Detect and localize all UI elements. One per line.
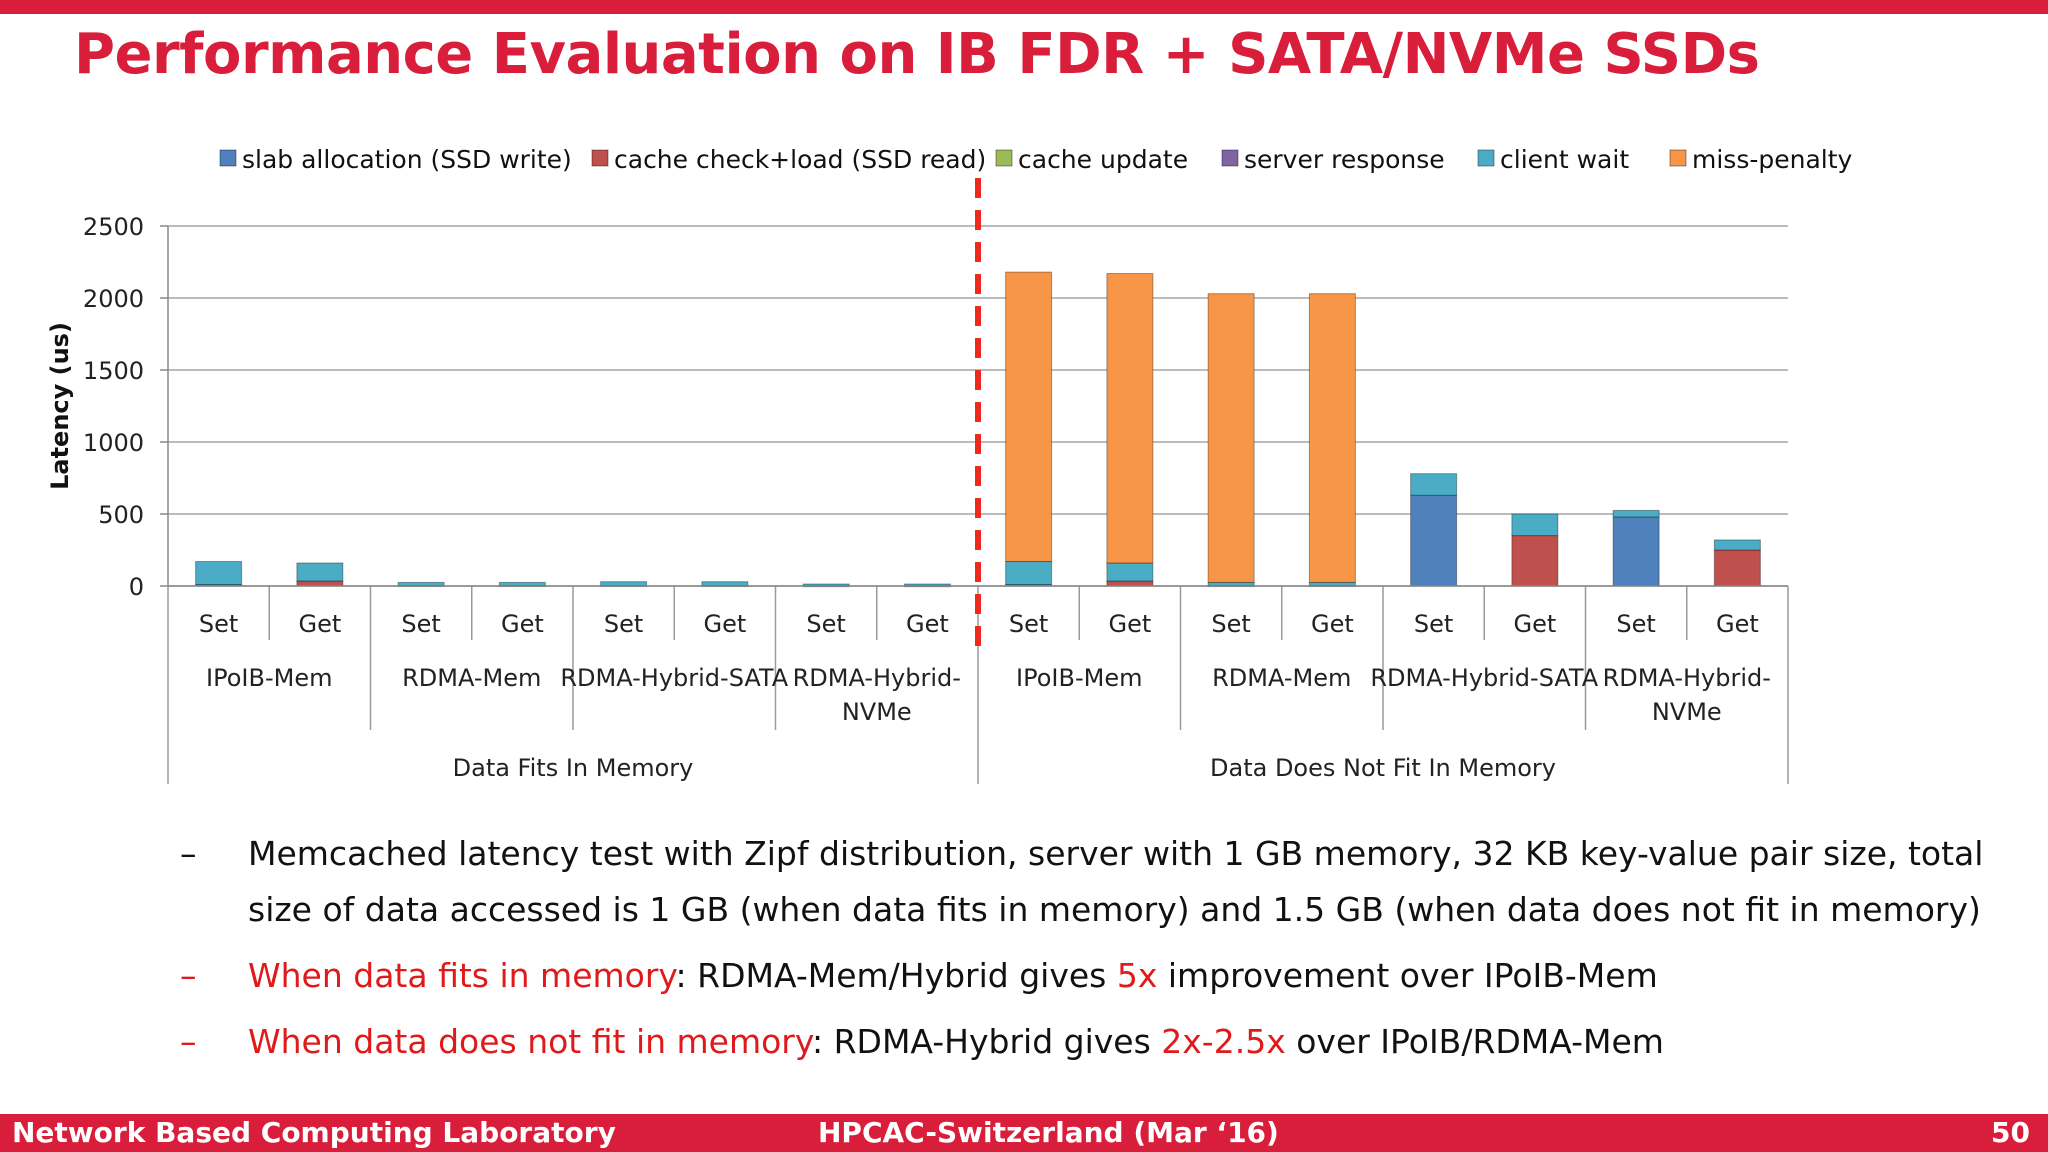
bar-segment [1511, 535, 1559, 587]
legend-swatch [219, 149, 237, 167]
bar-segment [195, 561, 243, 586]
legend-swatch [1221, 149, 1239, 167]
legend-label: server response [1244, 145, 1445, 174]
x-tick-label: Set [806, 610, 845, 638]
y-tick-label: 2000 [83, 285, 144, 313]
bar-segment [1511, 513, 1559, 537]
bar-segment [296, 562, 344, 582]
legend-label: cache check+load (SSD read) [614, 145, 986, 174]
top-accent-bar [0, 0, 2048, 14]
x-tick-label: Get [501, 610, 544, 638]
x-tick-label: Set [401, 610, 440, 638]
bullet-text: Memcached latency test with Zipf distrib… [248, 834, 1984, 929]
legend-swatch [591, 149, 609, 167]
bullet-emphasis: 2x-2.5x [1161, 1022, 1286, 1061]
x-tick-label: Get [1108, 610, 1151, 638]
x-tick-label: Get [1716, 610, 1759, 638]
legend-label: miss-penalty [1692, 145, 1853, 174]
config-label: IPoIB-Mem [206, 664, 332, 692]
bullet-highlight: When data does not fit in memory [248, 1022, 812, 1061]
config-label: NVMe [1652, 698, 1722, 726]
x-tick-label: Get [703, 610, 746, 638]
bar-segment [1308, 293, 1356, 583]
config-label: RDMA-Hybrid- [1603, 664, 1771, 692]
y-tick-label: 0 [129, 573, 144, 601]
y-tick-label: 1000 [83, 429, 144, 457]
footer-event: HPCAC-Switzerland (Mar ‘16) [818, 1116, 1279, 1149]
x-tick-label: Get [906, 610, 949, 638]
x-tick-label: Set [1211, 610, 1250, 638]
footer-lab-name: Network Based Computing Laboratory [12, 1116, 616, 1149]
bar-segment [1005, 561, 1053, 586]
bar-segment [397, 581, 445, 587]
group-label: Data Does Not Fit In Memory [1210, 754, 1556, 782]
bullet-list: – Memcached latency test with Zipf distr… [180, 826, 2020, 1070]
legend-label: slab allocation (SSD write) [242, 145, 572, 174]
bar-segment [701, 581, 749, 587]
y-axis-title: Latency (us) [46, 322, 74, 490]
bullet-highlight: When data fits in memory [248, 956, 676, 995]
bullet-item: – When data fits in memory: RDMA-Mem/Hyb… [180, 948, 2020, 1004]
legend-swatch [995, 149, 1013, 167]
y-tick-label: 500 [98, 501, 144, 529]
y-tick-label: 2500 [83, 213, 144, 241]
bar-segment [1106, 273, 1154, 564]
group-label: Data Fits In Memory [453, 754, 694, 782]
bar-segment [1207, 293, 1255, 583]
config-label: RDMA-Mem [1212, 664, 1351, 692]
bullet-dash: – [180, 956, 197, 995]
legend-label: cache update [1018, 145, 1188, 174]
bar-segment [1410, 494, 1458, 587]
x-tick-label: Set [199, 610, 238, 638]
bar-segment [1612, 516, 1660, 587]
bar-segment [296, 580, 344, 587]
bullet-text: : RDMA-Hybrid gives [812, 1022, 1162, 1061]
bullet-text: over IPoIB/RDMA-Mem [1285, 1022, 1664, 1061]
legend-swatch [1669, 149, 1687, 167]
bar-segment [1713, 539, 1761, 551]
footer-page-number: 50 [1991, 1116, 2030, 1149]
config-label: IPoIB-Mem [1016, 664, 1142, 692]
bullet-item: – Memcached latency test with Zipf distr… [180, 826, 2020, 938]
bar-segment [1713, 549, 1761, 587]
x-tick-label: Set [1009, 610, 1048, 638]
config-label: RDMA-Mem [402, 664, 541, 692]
bullet-text: improvement over IPoIB-Mem [1157, 956, 1658, 995]
legend-swatch [1477, 149, 1495, 167]
x-tick-label: Get [298, 610, 341, 638]
bar-segment [600, 581, 648, 587]
config-label: RDMA-Hybrid- [793, 664, 961, 692]
bullet-dash: – [180, 1022, 197, 1061]
y-tick-label: 1500 [83, 357, 144, 385]
bar-segment [498, 581, 546, 587]
x-tick-label: Get [1311, 610, 1354, 638]
slide-title: Performance Evaluation on IB FDR + SATA/… [74, 22, 1760, 87]
bar-segment [1106, 562, 1154, 582]
latency-chart: 0 500 1000 1500 2000 2500 Latency (us) Set Get Se… [46, 145, 1853, 784]
footer-bar: Network Based Computing Laboratory HPCAC… [0, 1114, 2048, 1152]
bullet-emphasis: 5x [1116, 956, 1158, 995]
bullet-text: : RDMA-Mem/Hybrid gives [675, 956, 1117, 995]
config-label: NVMe [842, 698, 912, 726]
bar-segment [1612, 509, 1660, 518]
bar-segment [1106, 580, 1154, 587]
config-label: RDMA-Hybrid-SATA [1370, 664, 1598, 692]
x-tick-label: Set [604, 610, 643, 638]
x-tick-label: Set [1616, 610, 1655, 638]
x-tick-label: Set [1414, 610, 1453, 638]
bar-segment [1410, 473, 1458, 496]
bar-segment [1005, 271, 1053, 563]
bullet-item: – When data does not fit in memory: RDMA… [180, 1014, 2020, 1070]
bullet-dash: – [180, 834, 197, 873]
legend-label: client wait [1500, 145, 1629, 174]
x-tick-label: Get [1513, 610, 1556, 638]
config-label: RDMA-Hybrid-SATA [560, 664, 788, 692]
